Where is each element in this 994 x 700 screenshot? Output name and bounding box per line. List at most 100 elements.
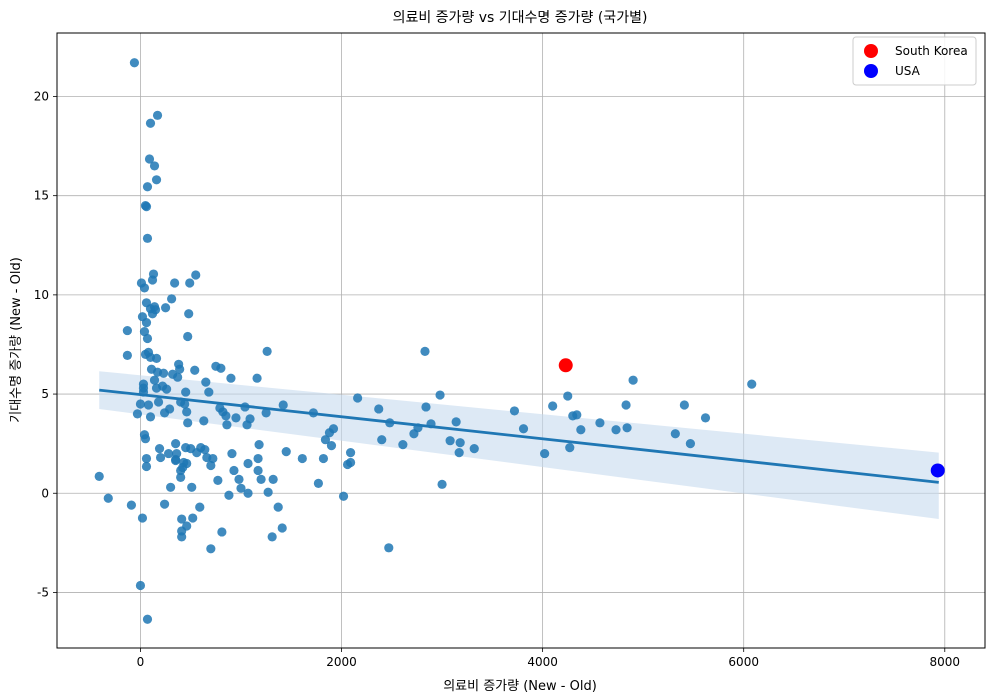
data-point: [135, 580, 146, 591]
data-point: [160, 303, 171, 313]
highlighted-points: [558, 358, 945, 478]
data-point: [267, 532, 277, 542]
data-point: [540, 448, 550, 459]
data-point: [159, 499, 170, 509]
confidence-band: [99, 371, 939, 520]
data-point: [216, 363, 226, 373]
data-point: [353, 393, 363, 403]
data-point: [185, 278, 195, 288]
data-point: [176, 472, 186, 482]
data-point: [138, 379, 149, 389]
data-point: [345, 447, 356, 458]
highlight-point-usa: [930, 463, 945, 478]
data-point: [206, 544, 216, 554]
data-point: [140, 434, 151, 444]
data-point: [227, 448, 237, 459]
data-point: [165, 404, 175, 414]
data-point: [126, 500, 137, 510]
data-point: [261, 408, 271, 418]
data-point: [572, 410, 582, 420]
y-tick-label: 0: [41, 486, 49, 500]
data-point: [384, 543, 394, 553]
data-point: [129, 58, 140, 68]
data-point: [454, 447, 464, 458]
data-point: [142, 333, 153, 344]
data-point: [576, 425, 586, 435]
data-point: [268, 474, 278, 484]
legend: South Korea USA: [852, 36, 977, 86]
data-point: [195, 502, 205, 512]
data-point: [200, 445, 210, 455]
data-point: [149, 161, 160, 171]
data-point: [132, 409, 143, 419]
data-point: [254, 440, 264, 450]
data-point: [262, 346, 272, 357]
data-point: [182, 458, 192, 469]
data-point: [469, 444, 479, 454]
data-point: [213, 475, 223, 485]
y-tick-label: 10: [34, 288, 49, 302]
data-point: [201, 377, 211, 387]
data-point: [377, 435, 387, 445]
data-point: [318, 453, 329, 464]
legend-label-south-korea: South Korea: [895, 44, 968, 58]
data-point: [252, 373, 262, 383]
data-point: [145, 118, 156, 128]
y-tick-label: 20: [34, 89, 49, 103]
data-point: [518, 424, 529, 434]
data-point: [142, 233, 153, 243]
data-point: [139, 326, 150, 337]
data-point: [236, 483, 246, 493]
data-point: [222, 420, 232, 430]
data-point: [595, 418, 605, 428]
data-point: [256, 474, 266, 484]
data-point: [182, 521, 192, 531]
data-point: [345, 457, 356, 468]
legend-box: [852, 36, 977, 86]
data-point: [149, 375, 160, 385]
data-point: [177, 532, 187, 542]
data-point: [229, 465, 239, 476]
data-point: [122, 350, 132, 360]
data-point: [670, 429, 680, 439]
data-point: [700, 413, 711, 423]
chart-title: 의료비 증가량 vs 기대수명 증가량 (국가별): [393, 10, 648, 26]
data-point: [143, 400, 154, 410]
data-point: [188, 513, 198, 523]
data-point: [199, 416, 209, 426]
data-point: [278, 400, 288, 410]
data-point: [141, 461, 152, 472]
data-point: [231, 413, 241, 423]
data-point: [175, 364, 185, 374]
data-point: [206, 460, 216, 471]
data-point: [151, 175, 162, 185]
data-point: [398, 440, 408, 450]
data-point: [685, 439, 696, 449]
data-point: [208, 453, 218, 464]
data-point: [204, 387, 214, 397]
data-point: [421, 402, 431, 412]
x-tick-label: 4000: [527, 655, 558, 669]
data-point: [144, 154, 155, 164]
data-point: [173, 372, 183, 382]
data-point: [320, 435, 331, 445]
data-point: [153, 397, 164, 407]
data-point: [277, 523, 287, 533]
highlight-point-south-korea: [558, 358, 573, 373]
data-point: [234, 474, 244, 484]
y-tick-label: 5: [41, 387, 49, 401]
data-point: [679, 400, 689, 410]
data-point: [183, 418, 193, 428]
data-point: [253, 465, 263, 476]
data-point: [137, 513, 148, 523]
regression-line: [99, 388, 939, 484]
y-axis-ticks: -5 0 5 10 15 20: [34, 89, 57, 599]
data-point: [141, 318, 152, 328]
data-point: [281, 446, 291, 457]
data-point: [122, 325, 132, 336]
data-point: [451, 417, 461, 427]
data-point: [563, 391, 573, 401]
data-point: [435, 390, 445, 400]
